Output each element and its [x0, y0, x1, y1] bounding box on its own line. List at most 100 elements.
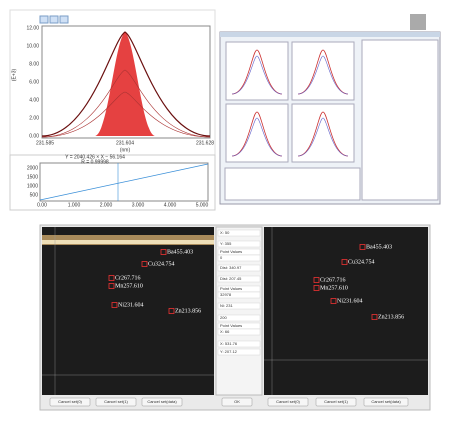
field-text: 0: [220, 255, 223, 260]
field[interactable]: [217, 348, 261, 356]
mini-peak: [297, 55, 349, 95]
result-table: [361, 39, 439, 201]
x-tick-label: 0.00: [37, 202, 47, 208]
zoom-button[interactable]: [49, 15, 59, 24]
field[interactable]: [217, 254, 261, 262]
peak-area: [95, 32, 155, 136]
mini-peak: [231, 49, 283, 95]
field[interactable]: [217, 275, 261, 283]
mini-peak: [231, 55, 283, 95]
x-tick-label: 1.000: [68, 202, 81, 208]
y-tick-label: 0.00: [29, 133, 39, 139]
element-marker: [108, 275, 115, 281]
field-text: Y: 355: [220, 241, 232, 246]
x-tick-label: 4.000: [164, 202, 177, 208]
equation: Y = 2040.426 × X − 56.164: [65, 154, 125, 160]
field-text: 32978: [220, 292, 232, 297]
element-label: Zn213.856: [175, 308, 201, 314]
field[interactable]: [217, 229, 261, 237]
element-label: Zn213.856: [378, 314, 404, 320]
element-label: Cr267.716: [320, 277, 346, 283]
element-marker: [341, 259, 348, 265]
button[interactable]: [141, 397, 183, 407]
y-tick-label: 6.00: [29, 79, 39, 85]
field[interactable]: [217, 264, 261, 272]
x-tick-label: 3.000: [132, 202, 145, 208]
element-label: Ni231.604: [118, 302, 144, 308]
y-tick-label: 8.00: [29, 61, 39, 67]
zoom-out-button[interactable]: [59, 15, 69, 24]
element-marker: [168, 308, 175, 314]
field-text: X: 531.76: [220, 341, 238, 346]
button-label[interactable]: Cancel set(1): [104, 399, 128, 404]
y-tick-label: 1000: [27, 183, 38, 189]
mini-peak: [231, 117, 283, 157]
button[interactable]: [267, 397, 309, 407]
button[interactable]: [221, 397, 253, 407]
element-label: Cu324.754: [348, 259, 375, 265]
mini-peak: [297, 111, 349, 157]
r-value: R = 0.99998: [81, 159, 109, 165]
mini-chart: [291, 103, 355, 163]
element-marker: [359, 244, 366, 250]
element-marker: [313, 277, 320, 283]
mini-peak: [297, 49, 349, 95]
field-text: X: 66: [220, 329, 230, 334]
y-tick-label: 2.00: [29, 115, 39, 121]
field[interactable]: [217, 291, 261, 299]
field-text: Ni: 231: [220, 303, 233, 308]
field-text: Point Values: [220, 286, 242, 291]
field[interactable]: [217, 328, 261, 336]
y-tick-label: 10.00: [26, 43, 39, 49]
button-label[interactable]: Cancel set(0): [276, 399, 300, 404]
x-tick-label: 2.000: [100, 202, 113, 208]
field[interactable]: [217, 240, 261, 248]
x-tick-label: 231.604: [116, 140, 134, 146]
expand-icon[interactable]: [410, 14, 426, 30]
peak-curve: [41, 69, 211, 138]
y-tick-label: 1500: [27, 174, 38, 180]
y-tick-label: 4.00: [29, 97, 39, 103]
right-image: [264, 227, 428, 395]
button-label[interactable]: Cancel set(data): [147, 399, 177, 404]
y-tick-label: 500: [30, 192, 39, 198]
x-tick-label: 231.628: [196, 140, 214, 146]
button-label[interactable]: Cancel set(data): [371, 399, 401, 404]
button-label[interactable]: Cancel set(1): [324, 399, 348, 404]
button[interactable]: [363, 397, 409, 407]
element-label: Cr267.716: [115, 275, 141, 281]
field-text: Point Values: [220, 249, 242, 254]
mini-peak: [297, 117, 349, 157]
left-image: [42, 227, 214, 395]
field[interactable]: [217, 340, 261, 348]
element-marker: [141, 261, 148, 267]
zoom-in-button[interactable]: [39, 15, 49, 24]
mini-peak: [231, 111, 283, 157]
element-label: Ba455.403: [167, 249, 193, 255]
field[interactable]: [217, 302, 261, 310]
button-label[interactable]: OK: [234, 399, 240, 404]
element-marker: [371, 314, 378, 320]
mini-chart: [225, 41, 289, 101]
button[interactable]: [315, 397, 357, 407]
x-label: (nm): [120, 147, 131, 153]
calibration-line: [39, 163, 209, 201]
button[interactable]: [95, 397, 137, 407]
element-label: Ba455.403: [366, 244, 392, 250]
button[interactable]: [49, 397, 91, 407]
button-label[interactable]: Cancel set(0): [58, 399, 82, 404]
peak-curve: [41, 91, 211, 138]
x-tick-label: 231.585: [36, 140, 54, 146]
bright-band: [42, 240, 214, 244]
element-marker: [330, 298, 337, 304]
element-label: Cu324.754: [148, 261, 175, 267]
y-tick-label: 2000: [27, 165, 38, 171]
y-tick-label: 12.00: [26, 25, 39, 31]
element-marker: [160, 249, 167, 255]
element-label: Mn257.610: [320, 285, 348, 291]
y-unit: (E+3): [11, 68, 17, 81]
field[interactable]: [217, 314, 261, 322]
field-text: Dist: 340.97: [220, 265, 242, 270]
element-label: Ni231.604: [337, 298, 363, 304]
